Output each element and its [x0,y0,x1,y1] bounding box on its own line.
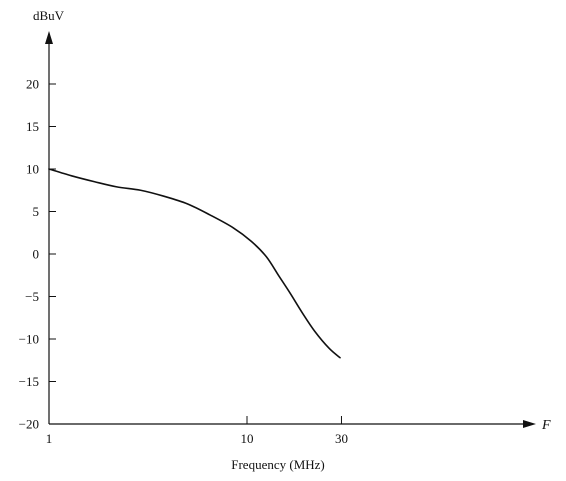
x-axis-letter: F [541,418,551,433]
y-tick-label: 15 [26,119,39,134]
y-tick-label: 0 [33,247,40,262]
x-axis-arrowhead [523,420,536,428]
x-tick-label: 30 [335,431,348,446]
y-tick-label: −5 [25,289,39,304]
y-tick-label: 10 [26,162,39,177]
plot-area [45,31,536,428]
y-tick-label: −15 [19,374,39,389]
y-tick-label: 20 [26,77,39,92]
y-ticks: −20 −15 −10 −5 0 5 10 15 20 [19,77,56,432]
y-tick-label: −10 [19,332,39,347]
x-tick-label: 10 [241,431,254,446]
x-ticks: 1 10 30 [46,416,348,446]
y-tick-label: 5 [33,204,40,219]
y-axis-arrowhead [45,31,53,44]
x-axis-title: Frequency (MHz) [231,457,325,472]
y-tick-label: −20 [19,417,39,432]
series-line [48,168,341,359]
x-tick-label: 1 [46,431,53,446]
y-axis-label: dBuV [33,8,65,23]
